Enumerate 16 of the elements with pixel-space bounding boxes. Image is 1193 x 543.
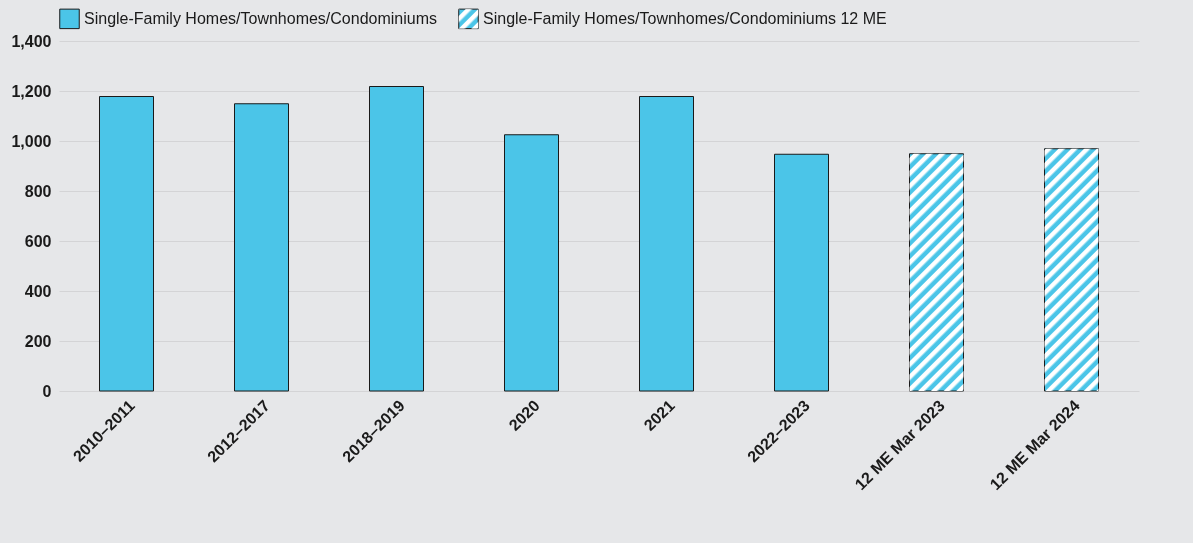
bar <box>639 96 694 392</box>
y-tick-label: 400 <box>24 282 52 300</box>
y-tick-label: 200 <box>24 332 52 350</box>
y-tick-label: 800 <box>24 182 52 200</box>
bar <box>234 103 289 392</box>
legend-label: Single-Family Homes/Townhomes/Condominiums 12 ME <box>483 9 887 27</box>
y-tick-label: 1,400 <box>11 32 52 50</box>
y-tick-label: 0 <box>42 382 52 400</box>
bar <box>369 86 424 392</box>
y-tick-label: 1,000 <box>11 132 52 150</box>
bar <box>99 96 154 392</box>
y-tick-label: 1,200 <box>11 82 52 100</box>
legend-label: Single-Family Homes/Townhomes/Condominiums <box>84 9 438 27</box>
bar <box>774 153 829 392</box>
bar <box>504 134 559 392</box>
y-tick-label: 600 <box>24 232 52 250</box>
